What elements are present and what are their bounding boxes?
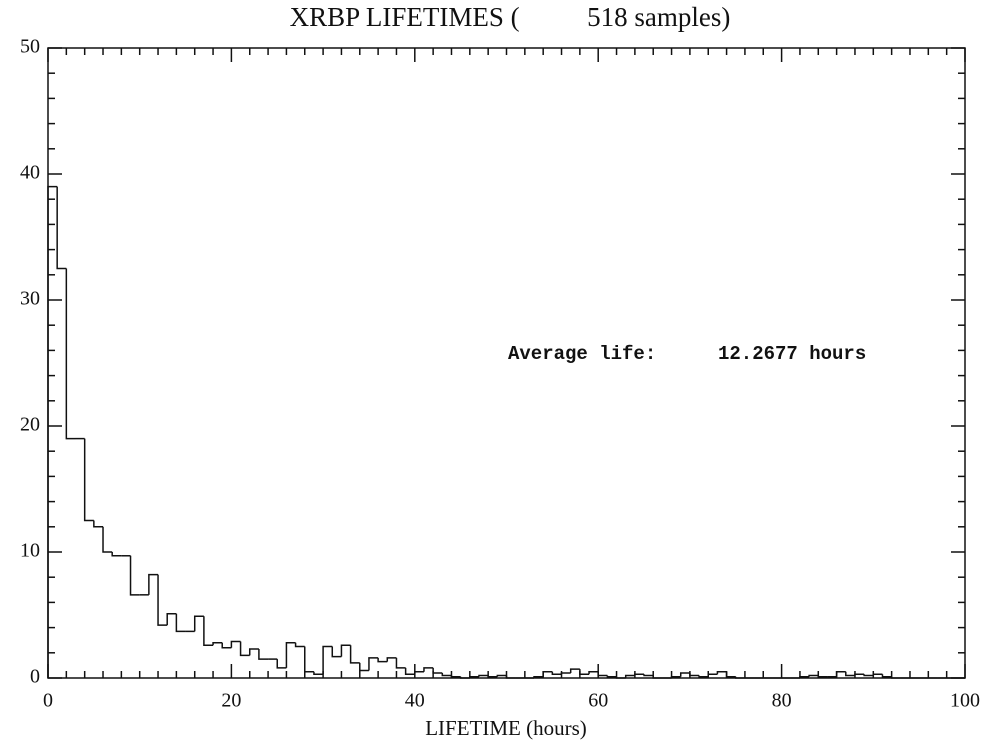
histogram-bin	[423, 667, 434, 672]
histogram-bin	[56, 186, 67, 270]
histogram-bin	[414, 670, 424, 675]
y-tick-label: 50	[20, 36, 40, 58]
histogram-bin	[404, 667, 415, 675]
histogram-bin	[258, 649, 269, 660]
y-tick-label: 10	[20, 540, 40, 562]
histogram-bin	[322, 645, 333, 675]
histogram-bin	[432, 667, 443, 674]
histogram-bin	[331, 646, 342, 658]
annotation: 12.2677 hours	[718, 343, 866, 365]
histogram-bin	[248, 648, 259, 656]
histogram-bin	[313, 671, 324, 675]
y-tick-label: 30	[20, 288, 40, 310]
x-tick-label: 80	[772, 690, 792, 712]
y-tick-label: 20	[20, 414, 40, 436]
histogram-bin	[890, 676, 901, 679]
histogram-bin	[487, 675, 498, 678]
y-tick-label: 40	[20, 162, 40, 184]
histogram-bin	[560, 672, 571, 675]
histogram-bin	[221, 642, 232, 649]
x-tick-label: 40	[405, 690, 425, 712]
histogram-bin	[377, 657, 388, 663]
histogram-bin	[276, 659, 287, 669]
histogram-bin	[689, 672, 700, 677]
histogram-bin	[505, 675, 516, 679]
histogram-bin	[835, 670, 846, 677]
x-tick-label: 0	[43, 690, 53, 712]
histogram-bin	[817, 675, 828, 678]
histogram-bin	[93, 520, 104, 528]
histogram-bin	[643, 674, 654, 677]
histogram-bin	[679, 672, 690, 677]
histogram-bin	[102, 526, 113, 553]
histogram-bin	[83, 438, 94, 522]
histogram-bin	[863, 674, 874, 677]
histogram-bin	[579, 669, 590, 675]
histogram-bin	[285, 641, 296, 668]
histogram-bin	[469, 675, 479, 678]
histogram-bin	[349, 645, 360, 664]
histogram-bin	[624, 674, 635, 678]
histogram-bin	[129, 555, 140, 596]
histogram-bin	[551, 671, 562, 675]
histogram-bin	[166, 612, 177, 626]
histogram-bin	[340, 644, 351, 657]
histogram-bin	[808, 674, 819, 677]
histogram-bin	[47, 185, 58, 678]
annotation: Average life:	[508, 343, 656, 365]
histogram-bin	[230, 640, 241, 648]
histogram-bin	[533, 675, 544, 678]
histogram-bin	[615, 676, 626, 679]
histogram-bin	[203, 616, 214, 646]
histogram-bin	[441, 672, 452, 677]
histogram-bin	[294, 642, 305, 648]
histogram-bin	[368, 657, 379, 671]
histogram-bin	[459, 676, 470, 679]
histogram-bin	[588, 670, 599, 675]
histogram-bin	[193, 615, 204, 632]
histogram-bin	[542, 670, 553, 677]
histogram-bin	[212, 641, 223, 646]
histogram-bin	[597, 671, 608, 677]
histogram-bin	[725, 671, 736, 678]
histogram-bin	[569, 668, 580, 673]
x-axis-label: LIFETIME (hours)	[425, 716, 587, 740]
histogram-bin	[148, 573, 159, 595]
histogram-bin	[496, 674, 507, 677]
y-tick-label: 0	[30, 666, 40, 688]
histogram-bin	[799, 675, 810, 678]
histogram-bin	[304, 646, 314, 673]
histogram-bin	[239, 641, 250, 657]
chart-title: XRBP LIFETIMES ( 518 samples)	[290, 2, 731, 32]
histogram-bin	[845, 671, 855, 677]
histogram-bin	[450, 675, 461, 678]
histogram-bin	[716, 670, 727, 675]
histogram-bin	[670, 675, 681, 678]
histogram-bin	[872, 673, 883, 676]
histogram-bin	[881, 674, 892, 678]
histogram-bin	[386, 657, 397, 662]
histogram-bin	[735, 676, 745, 679]
histogram-bin	[65, 268, 76, 440]
x-tick-label: 100	[950, 690, 980, 712]
histogram-bin	[157, 574, 168, 626]
histogram-bin	[854, 673, 865, 676]
x-tick-label: 60	[588, 690, 608, 712]
histogram-bin	[707, 673, 718, 677]
histogram-bin	[634, 673, 645, 676]
histogram-bin	[111, 552, 122, 557]
histogram-bin	[606, 675, 617, 678]
histogram-bin	[175, 613, 186, 633]
histogram-bin	[395, 657, 406, 669]
histogram-bin	[478, 674, 489, 677]
histogram-bin	[698, 675, 709, 678]
histogram-bin	[359, 662, 369, 672]
histogram-bin	[652, 675, 663, 679]
x-tick-label: 20	[221, 690, 241, 712]
